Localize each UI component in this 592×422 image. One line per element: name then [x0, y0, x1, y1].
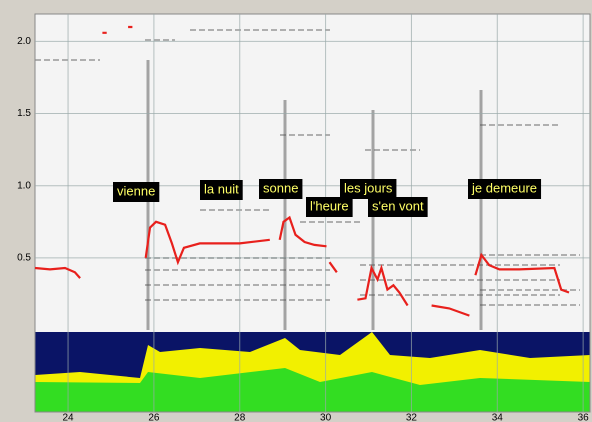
spectrogram-window: 0.5 1.0 1.5 2.0 24 26 28 30 32 34 36 vienne la nuit s… — [0, 0, 592, 422]
y-tick-label: 1.0 — [17, 180, 31, 191]
lyric-label: sonne — [263, 180, 298, 195]
lyric-label: l'heure — [310, 198, 349, 213]
lyric-label: vienne — [117, 183, 155, 198]
y-tick-label: 1.5 — [17, 108, 31, 119]
x-tick-label: 34 — [492, 413, 504, 422]
lyric-label: je demeure — [471, 180, 537, 195]
x-tick-label: 26 — [148, 413, 160, 422]
y-tick-label: 0.5 — [17, 252, 31, 263]
lyric-label: les jours — [344, 180, 393, 195]
x-tick-label: 30 — [320, 413, 332, 422]
lyric-label: s'en vont — [372, 198, 424, 213]
y-tick-label: 2.0 — [17, 36, 31, 47]
x-tick-label: 36 — [578, 413, 590, 422]
x-tick-label: 28 — [234, 413, 246, 422]
lyric-label: la nuit — [204, 181, 239, 196]
x-tick-label: 32 — [406, 413, 418, 422]
x-tick-label: 24 — [62, 413, 74, 422]
